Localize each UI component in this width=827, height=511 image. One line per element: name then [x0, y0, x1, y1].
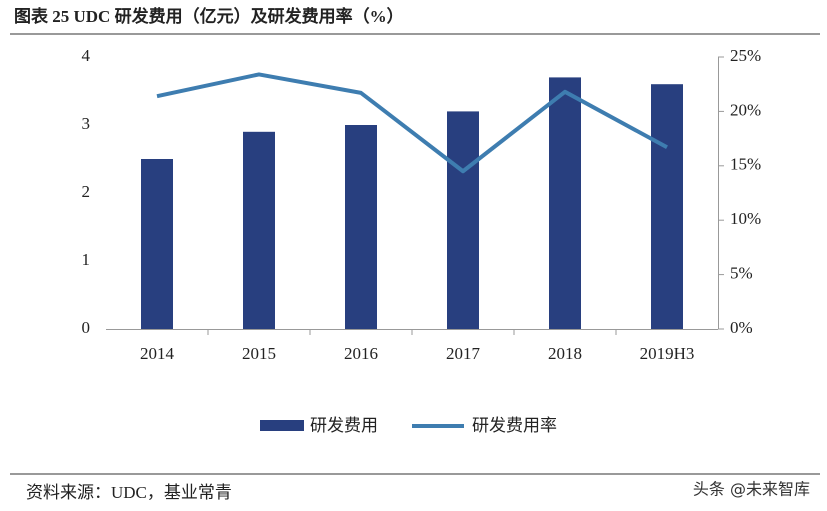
line — [156, 72, 668, 174]
chart-title: 图表 25 UDC 研发费用（亿元）及研发费用率（%） — [14, 6, 404, 26]
x-tick-label: 2014 — [140, 344, 175, 363]
y2-tick-label: 25% — [730, 46, 761, 65]
y-tick-label: 0 — [82, 318, 91, 337]
x-tick-label: 2017 — [446, 344, 481, 363]
legend-swatch — [260, 420, 304, 431]
bar — [651, 84, 683, 329]
y2-tick-label: 20% — [730, 100, 761, 119]
watermark: 头条 @未来智库 — [693, 480, 810, 499]
x-tick-label: 2018 — [548, 344, 582, 363]
y-tick-label: 1 — [82, 250, 91, 269]
bar — [141, 159, 173, 329]
y-tick-label: 4 — [82, 46, 91, 65]
y-tick-label: 2 — [82, 182, 91, 201]
source: 资料来源：UDC，基业常青 — [26, 483, 232, 502]
x-tick-label: 2015 — [242, 344, 276, 363]
bar — [345, 125, 377, 329]
x-tick-label: 2016 — [344, 344, 378, 363]
y2-tick-label: 0% — [730, 318, 753, 337]
y2-tick-label: 5% — [730, 264, 753, 283]
bar — [549, 77, 581, 330]
y-tick-label: 3 — [82, 114, 91, 133]
x-tick-label: 2019H3 — [640, 344, 695, 363]
legend-label: 研发费用率 — [472, 416, 557, 435]
legend-label: 研发费用 — [310, 416, 378, 435]
bar — [447, 111, 479, 330]
bar — [243, 131, 275, 329]
y2-tick-label: 10% — [730, 209, 761, 228]
y2-tick-label: 15% — [730, 155, 761, 174]
